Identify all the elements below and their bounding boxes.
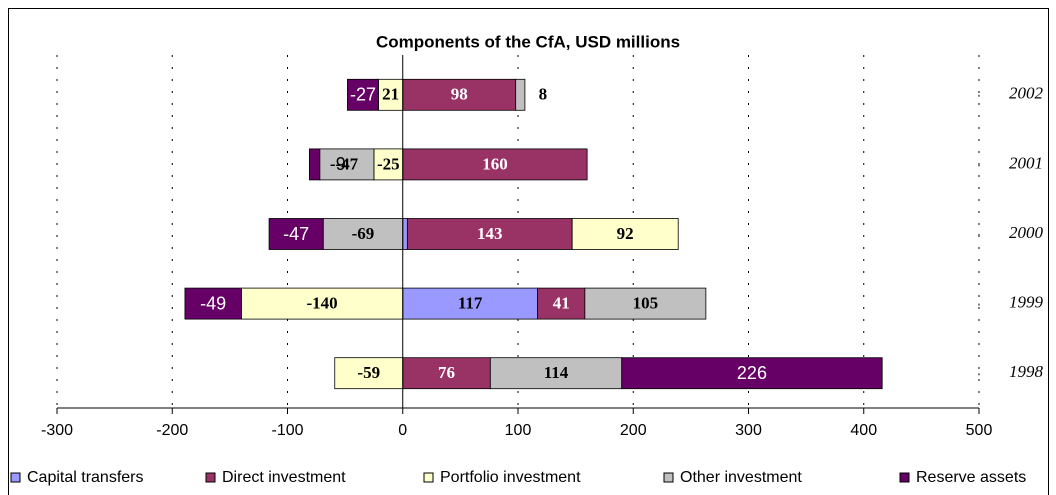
category-label: 2001 xyxy=(1009,153,1043,172)
legend-swatch xyxy=(205,472,216,483)
legend-swatch xyxy=(423,472,434,483)
data-label: 21 xyxy=(382,85,399,104)
data-label: -25 xyxy=(377,154,400,173)
data-label: 143 xyxy=(477,224,503,243)
bar-segment xyxy=(319,148,375,181)
bar-segment xyxy=(584,287,707,320)
data-label: -47 xyxy=(336,154,359,173)
category-label: 2000 xyxy=(1009,223,1044,242)
bar-segment xyxy=(489,357,623,390)
bar-segment xyxy=(347,78,379,111)
bar-segment xyxy=(308,148,321,181)
bar-segment xyxy=(406,218,573,250)
data-label: 41 xyxy=(553,294,570,313)
x-tick-label: 200 xyxy=(620,422,647,439)
data-label: 117 xyxy=(458,294,483,313)
data-label: -140 xyxy=(306,294,337,313)
data-label: 114 xyxy=(544,363,569,382)
bar-segment xyxy=(515,78,526,111)
legend-label: Capital transfers xyxy=(27,469,144,486)
bar-segment xyxy=(373,148,404,181)
chart-frame xyxy=(8,8,1049,495)
category-label: 1998 xyxy=(1009,362,1044,381)
x-tick-label: 0 xyxy=(398,422,407,439)
legend-label: Direct investment xyxy=(222,469,346,486)
data-label: 8 xyxy=(539,85,548,104)
data-label: 76 xyxy=(438,363,455,382)
legend-label: Reserve assets xyxy=(916,469,1026,486)
data-label: 105 xyxy=(633,294,659,313)
data-label: 98 xyxy=(451,85,468,104)
category-label: 1999 xyxy=(1009,293,1044,312)
data-label: -59 xyxy=(357,363,380,382)
bar-segment xyxy=(378,78,404,111)
data-label: -9 xyxy=(330,154,346,174)
bar-segment xyxy=(537,287,586,320)
chart-title: Components of the CfA, USD millions xyxy=(376,32,680,51)
bar-segment xyxy=(402,218,408,250)
legend-swatch xyxy=(10,472,21,483)
data-label: -47 xyxy=(283,224,309,244)
bar-segment xyxy=(571,218,679,250)
data-label: -27 xyxy=(350,85,376,105)
x-tick-label: 100 xyxy=(505,422,532,439)
data-label: -49 xyxy=(200,293,226,313)
data-label: 226 xyxy=(737,363,767,383)
legend-label: Other investment xyxy=(680,469,802,486)
bar-segment xyxy=(184,287,242,320)
x-tick-label: 300 xyxy=(735,422,762,439)
x-tick-label: -300 xyxy=(41,422,73,439)
category-label: 2002 xyxy=(1009,84,1044,103)
bar-segment xyxy=(621,357,883,390)
bar-segment xyxy=(402,148,588,181)
data-label: 92 xyxy=(617,224,634,243)
data-label: -69 xyxy=(352,224,375,243)
bar-segment xyxy=(240,287,404,320)
data-label: 160 xyxy=(482,154,508,173)
x-tick-label: 400 xyxy=(850,422,877,439)
legend-swatch xyxy=(899,472,910,483)
legend-label: Portfolio investment xyxy=(440,469,581,486)
x-tick-label: 500 xyxy=(966,422,993,439)
x-tick-label: -100 xyxy=(271,422,303,439)
x-tick-label: -200 xyxy=(156,422,188,439)
legend-swatch xyxy=(663,472,674,483)
bar-segment xyxy=(268,218,324,250)
